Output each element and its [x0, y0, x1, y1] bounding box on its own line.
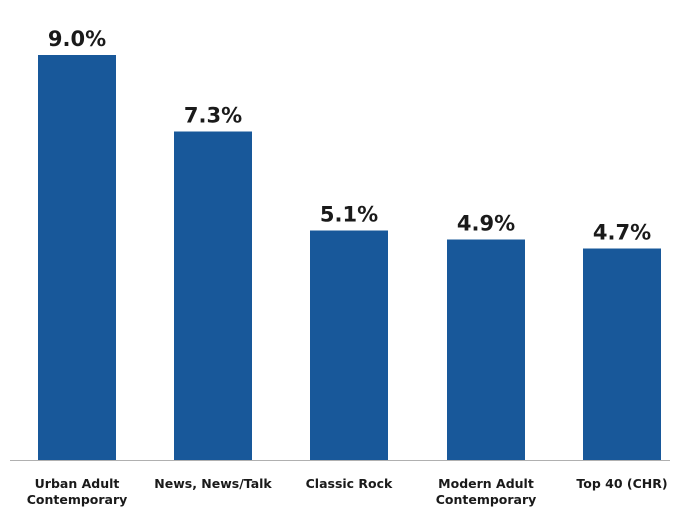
category-label-0-line-0: Urban Adult [35, 476, 120, 491]
bar-4 [583, 248, 661, 460]
bar-3 [447, 239, 525, 460]
category-label-1: News, News/Talk [154, 476, 272, 491]
category-label-3-line-0: Modern Adult [438, 476, 534, 491]
category-label-0-line-1: Contemporary [27, 492, 128, 507]
bars-group [38, 55, 661, 460]
value-label-4: 4.7% [593, 221, 651, 245]
value-label-3: 4.9% [457, 212, 515, 236]
value-label-2: 5.1% [320, 203, 378, 227]
category-label-2: Classic Rock [306, 476, 393, 491]
bar-2 [310, 230, 388, 460]
value-labels-group: 9.0% 7.3% 5.1% 4.9% 4.7% [48, 27, 651, 245]
value-label-0: 9.0% [48, 27, 106, 51]
category-label-4: Top 40 (CHR) [576, 476, 667, 491]
bar-1 [174, 131, 252, 460]
bar-0 [38, 55, 116, 460]
value-label-1: 7.3% [184, 104, 242, 128]
category-label-3-line-1: Contemporary [436, 492, 537, 507]
